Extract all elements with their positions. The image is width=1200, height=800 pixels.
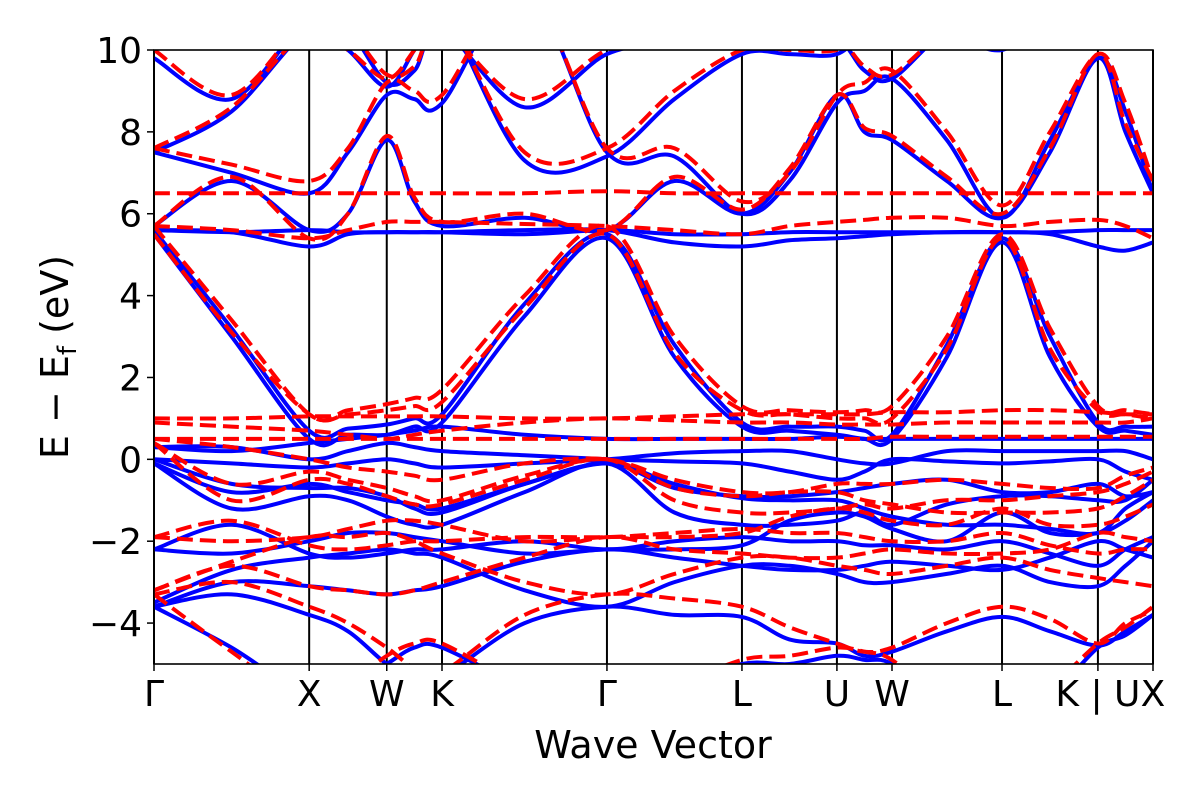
y-axis-label-subscript: f [53, 345, 83, 355]
band-dashed-line [154, 579, 1153, 664]
band-solid-line [154, 592, 1153, 664]
band-dashed-line [154, 189, 1153, 196]
x-tick-label: X [297, 674, 322, 715]
x-tick-label: L [992, 674, 1012, 715]
y-tick-label: 4 [119, 277, 142, 318]
y-tick-label: 0 [119, 440, 142, 481]
x-tick-label: K | U [1055, 674, 1140, 715]
band-dashed-line [154, 441, 1153, 516]
band-dashed-line [154, 231, 1153, 426]
x-tick-label: Γ [144, 674, 164, 715]
y-tick-label: 2 [119, 358, 142, 399]
band-dashed-line [154, 436, 1153, 496]
y-axis-label-main: E − E [33, 355, 77, 459]
band-dashed-line [154, 530, 1153, 597]
band-dashed-line [154, 502, 1153, 544]
band-solid-line [154, 440, 1153, 482]
band-dashed-line [154, 434, 1153, 442]
band-dashed-line [154, 407, 1153, 421]
x-tick-label: L [732, 674, 752, 715]
band-solid-line [154, 522, 1153, 568]
band-solid-line [154, 448, 1153, 470]
band-dashed-line [154, 441, 1153, 516]
y-tick-label: 8 [119, 113, 142, 154]
x-tick-label: K [430, 674, 455, 715]
band-dashed-line [154, 530, 1153, 597]
band-dashed-line [154, 416, 1153, 441]
band-dashed-line [154, 50, 843, 166]
band-solid-line [154, 227, 1153, 237]
band-solid-line [154, 498, 1153, 556]
y-tick-label: 10 [96, 31, 142, 72]
y-tick-label: 6 [119, 195, 142, 236]
band-solid-line [154, 50, 1153, 220]
y-axis-label: E − Ef (eV) [33, 255, 83, 459]
high-symmetry-lines [153, 50, 1154, 664]
x-tick-label: W [874, 674, 910, 715]
band-dashed-line [154, 215, 1153, 241]
band-solid-line [154, 457, 1153, 516]
x-tick-label: W [369, 674, 405, 715]
band-dashed-line [154, 52, 1153, 242]
plot-frame [153, 49, 1154, 665]
band-dashed-line [154, 518, 1153, 556]
y-axis-label-unit: (eV) [33, 255, 77, 346]
y-tick-label: −2 [89, 522, 142, 563]
bands [154, 50, 1153, 664]
y-axis: −4 −2 0 2 4 6 8 10 [89, 31, 154, 645]
band-dashed-line [154, 50, 1153, 208]
x-axis-label: Wave Vector [534, 723, 772, 767]
band-solid-line [154, 50, 927, 110]
band-solid-line [154, 232, 1153, 448]
band-dashed-line [154, 223, 1153, 423]
y-tick-label: −4 [89, 604, 142, 645]
band-solid-line [154, 461, 1153, 530]
band-solid-line [154, 539, 1153, 609]
x-tick-label: U [824, 674, 850, 715]
band-solid-line [154, 50, 1009, 175]
x-tick-label: Γ [597, 674, 617, 715]
x-tick-label: X [1141, 674, 1166, 715]
